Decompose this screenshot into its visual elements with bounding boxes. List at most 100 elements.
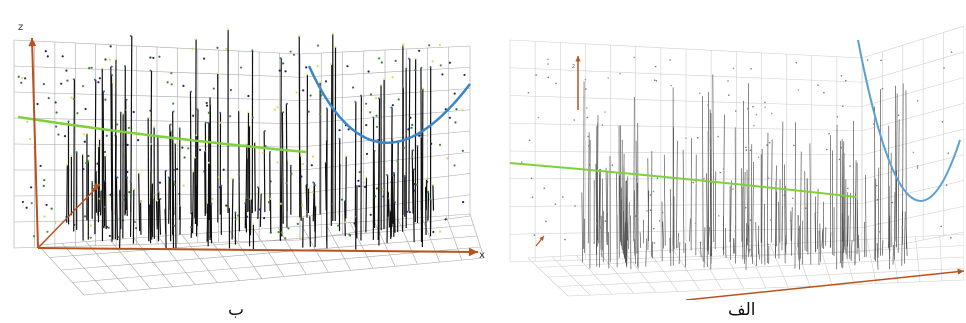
scatter-point [216,46,219,49]
scatter-point [757,156,760,159]
scatter-point [173,183,176,186]
scatter-point [198,148,202,151]
spike-tip [416,145,419,148]
scatter-point [126,170,129,174]
spike [676,140,678,249]
spike-tip [247,111,250,114]
scatter-point [792,197,794,200]
spike-tip [147,116,150,119]
spike [746,169,748,246]
scatter-point [170,72,173,75]
scatter-point [50,207,53,210]
scatter-point [767,177,770,180]
spike-tip [191,170,194,173]
scatter-point [670,84,672,87]
scatter-point [284,237,287,240]
scatter-point [277,231,280,234]
scatter-point [45,203,48,207]
spike [876,242,879,270]
scatter-point [109,45,112,48]
spike [206,202,209,242]
spike [858,234,860,262]
grid-line [509,39,863,59]
scatter-point [414,69,417,72]
spike [150,144,152,220]
scatter-point [116,123,119,126]
spike-tip [157,190,160,193]
spike [619,175,621,242]
spike-tip [309,214,312,217]
grid-line [509,150,863,156]
scatter-point [409,116,412,119]
spike-tip [196,108,199,111]
spike-tip [344,155,347,158]
scatter-point [225,47,228,50]
grid-line [299,66,471,78]
scatter-point [65,69,68,72]
spike [600,215,603,258]
scatter-point [789,219,792,222]
scatter-point [797,228,800,231]
spike-tip [167,176,170,179]
scatter-point [816,211,819,214]
grid-line [861,51,964,83]
spike-tip [301,215,304,218]
scatter-point [574,205,576,207]
scatter-point [98,77,101,80]
spike-tip [95,171,98,174]
spike-tip [228,206,231,209]
scatter-point [104,98,107,101]
scatter-point [455,107,458,111]
scatter-point [894,187,897,190]
scatter-point [382,195,385,198]
scatter-point [888,216,891,219]
spike-tip [87,158,90,161]
scatter-point [391,104,394,107]
scatter-point [30,201,33,205]
scatter-point [669,59,671,61]
spike [616,172,618,250]
spike-tip [190,90,193,93]
grid-line [299,130,471,148]
scatter-point [346,65,349,68]
x-axis-label: x [479,250,485,261]
scatter-point [340,198,344,201]
scatter-points [520,51,953,251]
spike [432,184,435,211]
scatter-point [123,194,126,197]
scatter-point [599,227,602,229]
data-spikes [65,28,435,250]
spike-tip [119,111,122,114]
scatter-point [849,165,851,167]
scatter-point [940,225,943,228]
spike-tip [403,175,406,178]
scatter-point [431,60,434,63]
scatter-point [61,55,64,58]
spike-tip [101,67,104,70]
spike-tip [254,141,257,144]
scatter-point [72,97,75,101]
scatter-point [838,158,841,161]
scatter-point [36,102,39,106]
scatter-point [170,83,173,86]
spike-tip [114,58,117,61]
scatter-point [55,125,58,128]
scatter-point [804,207,807,210]
scatter-point [633,56,635,59]
scatter-point [295,91,298,94]
scatter-point [307,110,310,113]
spike [682,149,685,254]
scatter-point [235,218,238,221]
spike [344,200,346,237]
axes [535,56,964,300]
spike-tip [75,151,78,154]
scatter-point [331,203,334,206]
scatter-point [709,146,712,149]
scatter-point [57,133,60,136]
spike [893,192,896,260]
spike-tip [325,107,328,110]
spike-tip [380,83,383,86]
grid-line [509,122,863,132]
spike-tip [354,100,357,103]
scatter-point [39,164,42,168]
